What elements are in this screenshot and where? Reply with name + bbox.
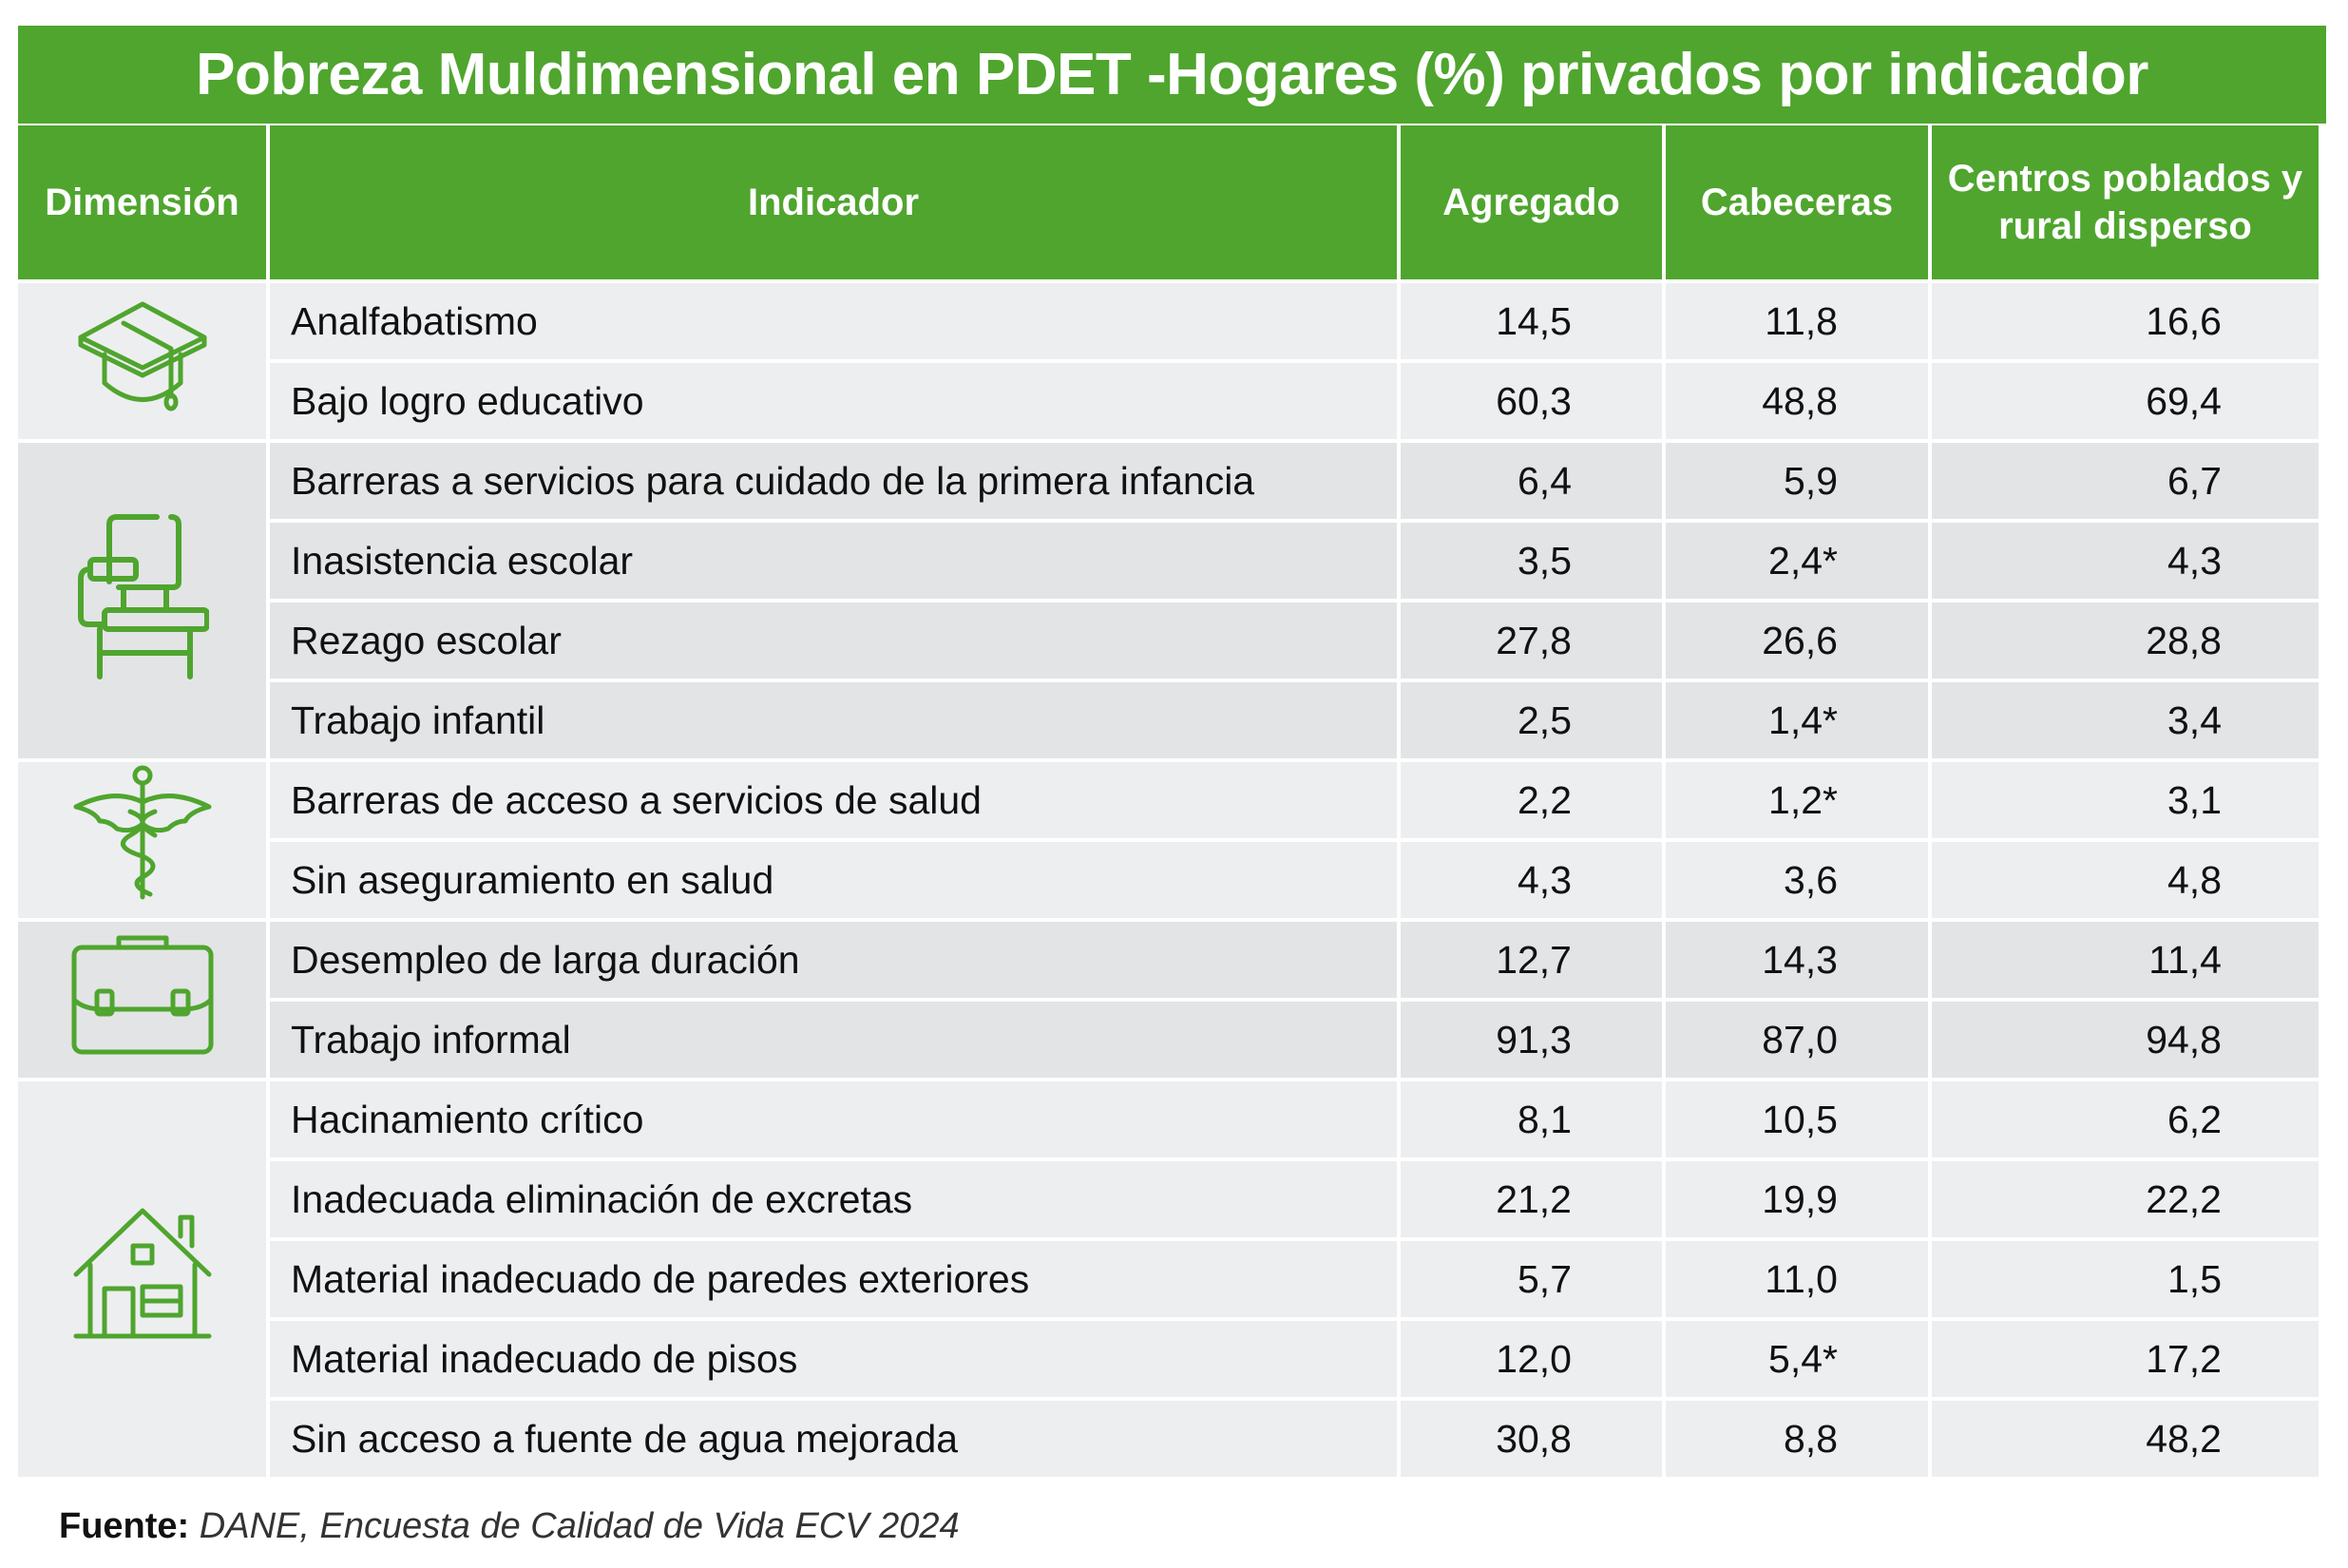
table-row: Sin aseguramiento en salud 4,3 3,6 4,8 xyxy=(18,842,2319,918)
table-row: Inasistencia escolar 3,5 2,4* 4,3 xyxy=(18,523,2319,599)
indicator-cell: Hacinamiento crítico xyxy=(270,1081,1397,1157)
aggregate-cell: 2,5 xyxy=(1401,682,1662,758)
cabeceras-cell: 10,5 xyxy=(1666,1081,1928,1157)
rural-cell: 11,4 xyxy=(1932,922,2319,998)
briefcase-icon xyxy=(67,935,219,1070)
cabeceras-cell: 48,8 xyxy=(1666,363,1928,439)
table-row: Barreras a servicios para cuidado de la … xyxy=(18,443,2319,758)
table-row: Barreras de acceso a servicios de salud 2… xyxy=(18,762,2319,918)
header-indicator: Indicador xyxy=(270,125,1397,279)
caduceus-icon xyxy=(71,765,214,915)
table-row: Material inadecuado de pisos 12,0 5,4* 17,2 xyxy=(18,1321,2319,1397)
cabeceras-cell: 1,2* xyxy=(1666,762,1928,838)
aggregate-cell: 27,8 xyxy=(1401,602,1662,679)
aggregate-cell: 3,5 xyxy=(1401,523,1662,599)
rural-cell: 4,8 xyxy=(1932,842,2319,918)
source-label: Fuente: xyxy=(59,1506,190,1546)
indicator-cell: Barreras a servicios para cuidado de la … xyxy=(270,443,1397,519)
indicator-cell: Analfabatismo xyxy=(270,283,1397,359)
dimension-cell xyxy=(18,922,266,1078)
graduation-cap-icon xyxy=(76,301,209,422)
rural-cell: 3,1 xyxy=(1932,762,2319,838)
dimension-cell xyxy=(18,1081,266,1477)
header-cabeceras: Cabeceras xyxy=(1666,125,1928,279)
aggregate-cell: 14,5 xyxy=(1401,283,1662,359)
rural-cell: 17,2 xyxy=(1932,1321,2319,1397)
cabeceras-cell: 1,4* xyxy=(1666,682,1928,758)
source-text: DANE, Encuesta de Calidad de Vida ECV 20… xyxy=(199,1506,960,1546)
indicator-cell: Rezago escolar xyxy=(270,602,1397,679)
table-title: Pobreza Muldimensional en PDET -Hogares … xyxy=(18,26,2326,124)
aggregate-cell: 8,1 xyxy=(1401,1081,1662,1157)
table-row: Hacinamiento crítico 8,1 10,5 6,2 xyxy=(18,1081,2319,1477)
source-note: Fuente: DANE, Encuesta de Calidad de Vid… xyxy=(59,1506,960,1547)
aggregate-cell: 6,4 xyxy=(1401,443,1662,519)
cabeceras-cell: 5,9 xyxy=(1666,443,1928,519)
indicator-cell: Sin acceso a fuente de agua mejorada xyxy=(270,1401,1397,1477)
indicator-cell: Trabajo infantil xyxy=(270,682,1397,758)
table-row: Trabajo informal 91,3 87,0 94,8 xyxy=(18,1002,2319,1078)
header-row: Dimensión Indicador Agregado Cabeceras C… xyxy=(18,125,2319,279)
aggregate-cell: 60,3 xyxy=(1401,363,1662,439)
indicator-cell: Bajo logro educativo xyxy=(270,363,1397,439)
indicator-cell: Sin aseguramiento en salud xyxy=(270,842,1397,918)
indicator-cell: Barreras de acceso a servicios de salud xyxy=(270,762,1397,838)
rural-cell: 48,2 xyxy=(1932,1401,2319,1477)
aggregate-cell: 12,0 xyxy=(1401,1321,1662,1397)
table-row: Trabajo infantil 2,5 1,4* 3,4 xyxy=(18,682,2319,758)
rural-cell: 69,4 xyxy=(1932,363,2319,439)
rural-cell: 6,7 xyxy=(1932,443,2319,519)
indicator-cell: Inadecuada eliminación de excretas xyxy=(270,1161,1397,1237)
cabeceras-cell: 5,4* xyxy=(1666,1321,1928,1397)
rural-cell: 28,8 xyxy=(1932,602,2319,679)
rural-cell: 4,3 xyxy=(1932,523,2319,599)
cabeceras-cell: 19,9 xyxy=(1666,1161,1928,1237)
aggregate-cell: 4,3 xyxy=(1401,842,1662,918)
table-row: Material inadecuado de paredes exteriore… xyxy=(18,1241,2319,1317)
poverty-table: Dimensión Indicador Agregado Cabeceras C… xyxy=(14,122,2322,1481)
aggregate-cell: 21,2 xyxy=(1401,1161,1662,1237)
rural-cell: 3,4 xyxy=(1932,682,2319,758)
cabeceras-cell: 8,8 xyxy=(1666,1401,1928,1477)
cabeceras-cell: 26,6 xyxy=(1666,602,1928,679)
dimension-cell xyxy=(18,762,266,918)
header-rural: Centros poblados y rural disperso xyxy=(1932,125,2319,279)
rural-cell: 16,6 xyxy=(1932,283,2319,359)
table-row: Desempleo de larga duración 12,7 14,3 11,4 xyxy=(18,922,2319,1078)
rural-cell: 1,5 xyxy=(1932,1241,2319,1317)
indicator-cell: Trabajo informal xyxy=(270,1002,1397,1078)
indicator-cell: Material inadecuado de pisos xyxy=(270,1321,1397,1397)
cabeceras-cell: 87,0 xyxy=(1666,1002,1928,1078)
school-desk-icon xyxy=(76,514,210,690)
indicator-cell: Inasistencia escolar xyxy=(270,523,1397,599)
rural-cell: 22,2 xyxy=(1932,1161,2319,1237)
dimension-cell xyxy=(18,283,266,439)
table-row: Analfabatismo 14,5 11,8 16,6 xyxy=(18,283,2319,439)
cabeceras-cell: 11,8 xyxy=(1666,283,1928,359)
aggregate-cell: 30,8 xyxy=(1401,1401,1662,1477)
aggregate-cell: 91,3 xyxy=(1401,1002,1662,1078)
indicator-cell: Desempleo de larga duración xyxy=(270,922,1397,998)
rural-cell: 94,8 xyxy=(1932,1002,2319,1078)
table-row: Sin acceso a fuente de agua mejorada 30,8… xyxy=(18,1401,2319,1477)
header-aggregate: Agregado xyxy=(1401,125,1662,279)
cabeceras-cell: 14,3 xyxy=(1666,922,1928,998)
aggregate-cell: 2,2 xyxy=(1401,762,1662,838)
rural-cell: 6,2 xyxy=(1932,1081,2319,1157)
cabeceras-cell: 11,0 xyxy=(1666,1241,1928,1317)
dimension-cell xyxy=(18,443,266,758)
cabeceras-cell: 2,4* xyxy=(1666,523,1928,599)
aggregate-cell: 5,7 xyxy=(1401,1241,1662,1317)
cabeceras-cell: 3,6 xyxy=(1666,842,1928,918)
house-icon xyxy=(71,1208,214,1354)
indicator-cell: Material inadecuado de paredes exteriore… xyxy=(270,1241,1397,1317)
aggregate-cell: 12,7 xyxy=(1401,922,1662,998)
header-dimension: Dimensión xyxy=(18,125,266,279)
table-row: Rezago escolar 27,8 26,6 28,8 xyxy=(18,602,2319,679)
table-row: Bajo logro educativo 60,3 48,8 69,4 xyxy=(18,363,2319,439)
table-row: Inadecuada eliminación de excretas 21,2 19… xyxy=(18,1161,2319,1237)
